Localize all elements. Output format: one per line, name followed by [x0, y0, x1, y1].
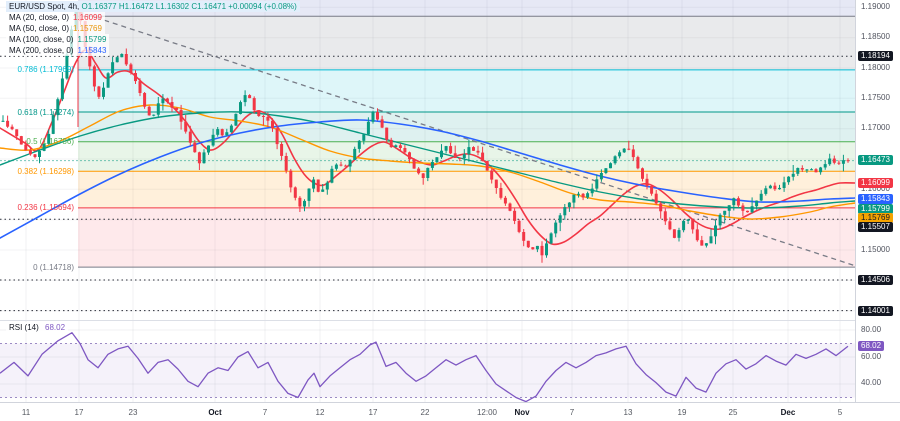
price-axis-label: 1.15507 — [858, 222, 893, 232]
ma-legend-label: MA (100, close, 0) — [9, 35, 74, 44]
price-axis-tick: 1.18500 — [861, 32, 890, 41]
time-axis-tick: Dec — [780, 408, 796, 417]
price-axis-label: 68.02 — [858, 341, 885, 351]
price-axis-tick: 1.19000 — [861, 2, 890, 11]
ma-legend-row[interactable]: MA (200, close, 0) 1.15843 — [6, 45, 110, 56]
ma-legend-value: 1.15843 — [77, 46, 107, 55]
price-axis-label: 1.15769 — [858, 213, 893, 223]
symbol-title: EUR/USD Spot, 4h, — [9, 2, 80, 11]
price-axis-tick: 1.17000 — [861, 123, 890, 132]
ma-legend-label: MA (20, close, 0) — [9, 13, 70, 22]
price-axis-label: 1.14506 — [858, 275, 893, 285]
rsi-band — [0, 343, 855, 398]
price-axis-label: 1.16473 — [858, 155, 893, 165]
price-axis-tick: 1.15000 — [861, 245, 890, 254]
ohlc-values: O1.16377 H1.16472 L1.16302 C1.16471 — [81, 2, 227, 11]
rsi-legend-row[interactable]: RSI (14) 68.02 — [6, 322, 69, 333]
time-axis-tick: 11 — [21, 408, 31, 417]
chart-legend: EUR/USD Spot, 4h, O1.16377 H1.16472 L1.1… — [6, 1, 300, 56]
fib-zone — [78, 69, 855, 113]
time-axis-tick: 12 — [315, 408, 325, 417]
candles-up — [1, 4, 845, 258]
time-axis-tick: 23 — [128, 408, 138, 417]
ma-line-ma200 — [0, 119, 856, 239]
price-axis-tick: 1.18000 — [861, 63, 890, 72]
trendline — [69, 8, 869, 271]
time-axis-tick: 17 — [368, 408, 378, 417]
price-axis-label: 1.15843 — [858, 194, 893, 204]
price-axis-tick: 1.16000 — [861, 184, 890, 193]
time-axis-tick: 13 — [623, 408, 633, 417]
price-axis-tick: 80.00 — [861, 325, 882, 334]
time-axis-tick: 12:00 — [476, 408, 498, 417]
time-axis-tick: 19 — [677, 408, 687, 417]
price-axis-tick: 40.00 — [861, 378, 882, 387]
price-axis-label: 1.16099 — [858, 178, 893, 188]
price-axis[interactable]: 1.19000 1.18500 1.18000 1.17500 1.17000 1.160… — [855, 0, 900, 402]
ma-legend-value: 1.16099 — [73, 13, 102, 22]
time-axis-tick: 22 — [420, 408, 430, 417]
rsi-title: RSI (14) — [9, 323, 39, 332]
time-axis-tick: 7 — [569, 408, 575, 417]
price-axis-label: 1.14001 — [858, 306, 893, 316]
time-axis-tick: 5 — [837, 408, 843, 417]
fib-zone — [78, 207, 855, 268]
price-axis-tick: 60.00 — [861, 352, 882, 361]
price-axis-tick: 1.17500 — [861, 93, 890, 102]
ma-legend-row[interactable]: MA (20, close, 0) 1.16099 — [6, 12, 105, 23]
fib-zone — [78, 171, 855, 208]
rsi-value: 68.02 — [45, 323, 66, 332]
time-axis-tick: 7 — [262, 408, 268, 417]
ma-line-ma50 — [0, 104, 856, 220]
ma-legend-row[interactable]: MA (50, close, 0) 1.15769 — [6, 23, 105, 34]
price-axis-label: 1.18194 — [858, 51, 893, 61]
change-value: +0.00094 (+0.08%) — [228, 2, 297, 11]
pane-separator[interactable] — [0, 320, 855, 321]
ma-legend-value: 1.15799 — [77, 35, 107, 44]
time-axis-tick: Oct — [208, 408, 222, 417]
time-axis-tick: 17 — [74, 408, 84, 417]
time-axis-tick: Nov — [514, 408, 530, 417]
ma-legend: MA (20, close, 0) 1.16099 MA (50, close, 0… — [6, 12, 300, 56]
price-axis-label: 1.15799 — [858, 204, 893, 214]
symbol-row[interactable]: EUR/USD Spot, 4h, O1.16377 H1.16472 L1.1… — [6, 1, 300, 12]
ma-legend-label: MA (50, close, 0) — [9, 24, 70, 33]
ma-legend-label: MA (200, close, 0) — [9, 46, 74, 55]
time-axis[interactable]: 11 17 23 Oct 7 12 17 22 12:00 Nov 7 13 19 25 Dec 5 — [0, 402, 900, 421]
rsi-line — [0, 332, 849, 403]
ma-legend-row[interactable]: MA (100, close, 0) 1.15799 — [6, 34, 110, 45]
time-axis-tick: 25 — [728, 408, 738, 417]
candles-down — [6, 4, 850, 263]
fib-zone — [78, 16, 855, 70]
ma-legend-value: 1.15769 — [73, 24, 102, 33]
